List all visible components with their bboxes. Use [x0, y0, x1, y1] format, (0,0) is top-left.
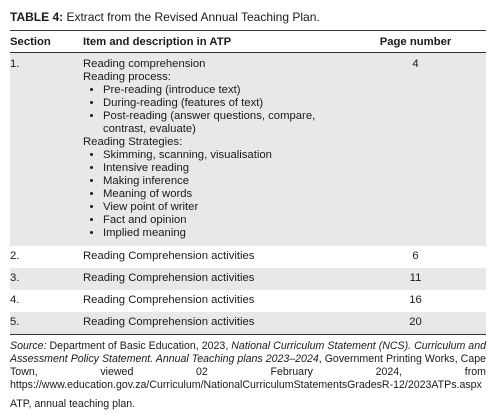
section-cell: 5.	[10, 316, 20, 328]
bullet-item: View point of writer	[103, 201, 345, 214]
column-header: Section	[10, 30, 83, 53]
table-row: 2. Reading Comprehension activities 6	[10, 246, 486, 268]
bullet-item: Making inference	[103, 175, 345, 188]
table-label: TABLE 4:	[10, 10, 64, 24]
source-text: Department of Basic Education, 2023,	[46, 340, 232, 352]
section-cell: 1.	[10, 58, 20, 70]
bullet-item: Skimming, scanning, visualisation	[103, 149, 345, 162]
section-cell: 2.	[10, 250, 20, 262]
bullet-item: Pre-reading (introduce text)	[103, 84, 345, 97]
page-cell: 16	[409, 294, 422, 306]
table-row: 5. Reading Comprehension activities 20	[10, 312, 486, 335]
column-header: Item and description in ATP	[83, 30, 345, 53]
group-label: Reading Strategies:	[83, 136, 183, 148]
bullet-item: Fact and opinion	[103, 214, 345, 227]
table-title-text: Extract from the Revised Annual Teaching…	[66, 10, 320, 24]
bullet-list: Pre-reading (introduce text)During-readi…	[83, 84, 345, 136]
item-cell: Reading Comprehension activities	[83, 272, 255, 284]
bullet-item: Meaning of words	[103, 188, 345, 201]
item-heading: Reading comprehension	[83, 58, 206, 70]
source-text: , Government Printing Works, Cape Town, …	[10, 353, 486, 391]
item-cell: Reading Comprehension activities	[83, 294, 255, 306]
table: Section Item and description in ATP Page n…	[10, 30, 486, 335]
table-row: 4. Reading Comprehension activities 16	[10, 290, 486, 312]
source-label: Source:	[10, 340, 47, 352]
column-header: Page number	[345, 30, 486, 53]
section-cell: 4.	[10, 294, 20, 306]
item-cell: Reading Comprehension activities	[83, 250, 255, 262]
table-title: TABLE 4: Extract from the Revised Annual…	[10, 10, 320, 24]
bullet-item: During-reading (features of text)	[103, 97, 345, 110]
page-cell: 6	[412, 250, 419, 262]
bullet-item: Intensive reading	[103, 162, 345, 175]
source-note: Source: Department of Basic Education, 2…	[10, 340, 486, 392]
group-label: Reading process:	[83, 71, 171, 83]
table-row: 3. Reading Comprehension activities 11	[10, 268, 486, 290]
bullet-list: Skimming, scanning, visualisationIntensi…	[83, 149, 345, 240]
page-cell: 4	[412, 58, 419, 70]
item-cell: Reading Comprehension activities	[83, 316, 255, 328]
section-cell: 3.	[10, 272, 20, 284]
page-cell: 11	[409, 272, 422, 284]
bullet-item: Post-reading (answer questions, compare,…	[103, 110, 345, 136]
page-cell: 20	[409, 316, 422, 328]
bullet-item: Implied meaning	[103, 227, 345, 240]
source-text: National Curriculum Statement (NCS). Cur…	[10, 340, 486, 365]
header-row: Section Item and description in ATP Page n…	[10, 30, 486, 53]
abbreviation: ATP, annual teaching plan.	[10, 398, 136, 410]
